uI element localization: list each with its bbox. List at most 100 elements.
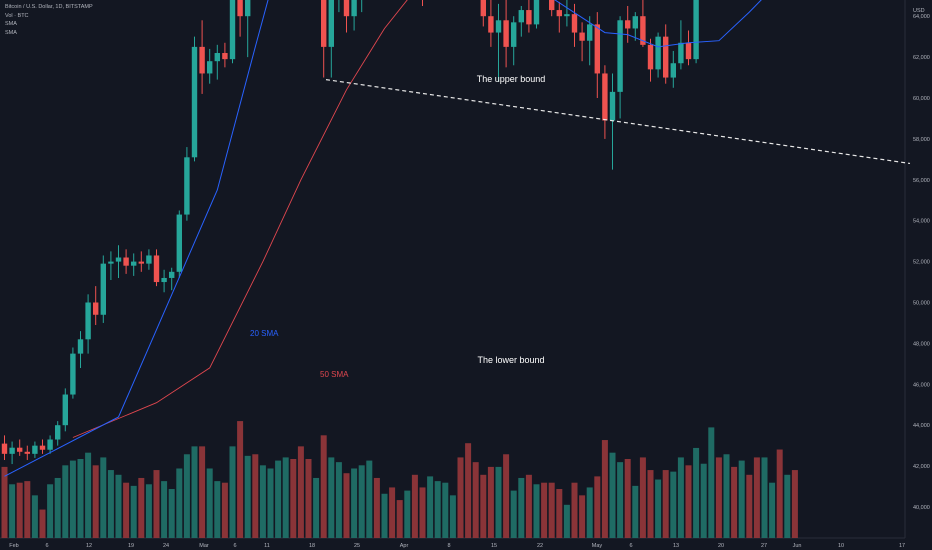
volume-bar — [480, 474, 487, 538]
candle-up — [518, 10, 524, 23]
sma20-legend[interactable]: SMA — [5, 21, 17, 27]
time-tick-label: 12 — [86, 543, 92, 549]
volume-bar — [275, 460, 282, 538]
price-tick-label: 46,000 — [913, 382, 930, 388]
candle-up — [693, 0, 699, 60]
price-tick-label: 44,000 — [913, 423, 930, 429]
volume-bar — [639, 457, 646, 538]
volume-bar — [411, 474, 418, 538]
candle-up — [587, 24, 593, 41]
price-tick-label: 60,000 — [913, 96, 930, 102]
upper-bound-label: The upper bound — [477, 74, 546, 84]
time-tick-label: Feb — [9, 543, 18, 549]
sma50-label: 50 SMA — [320, 370, 349, 379]
candle-up — [161, 277, 167, 283]
time-tick-label: 19 — [128, 543, 134, 549]
price-axis[interactable]: 40,000 42,000 44,000 46,000 48,000 50,000 52,0… — [913, 0, 930, 511]
volume-bar — [62, 465, 69, 538]
candle-up — [62, 394, 68, 426]
candle-down — [199, 46, 205, 74]
candle-down — [625, 20, 631, 29]
volume-bar — [685, 465, 692, 538]
volume-bar — [389, 487, 396, 538]
candle-up — [100, 263, 106, 315]
time-tick-label: 6 — [45, 543, 48, 549]
volume-bar — [366, 460, 373, 538]
candle-down — [123, 257, 129, 266]
candle-up — [47, 439, 53, 450]
candle-down — [647, 44, 654, 70]
candle-down — [93, 302, 99, 315]
candle-up — [533, 0, 540, 25]
volume-bars — [1, 421, 798, 538]
volume-bar — [518, 477, 525, 538]
volume-bar — [252, 454, 259, 538]
volume-bar — [761, 457, 768, 538]
volume-bar — [419, 487, 426, 538]
lower-bound-line[interactable] — [325, 79, 911, 165]
time-tick-label: May — [592, 543, 603, 549]
price-tick-label: 62,000 — [913, 55, 930, 61]
volume-bar — [123, 482, 130, 538]
candle-down — [480, 0, 486, 17]
volume-bar — [525, 474, 532, 538]
volume-bar — [100, 457, 107, 538]
candle-up — [511, 22, 517, 47]
volume-bar — [662, 470, 669, 538]
time-tick-label: 6 — [629, 543, 632, 549]
time-tick-label: 13 — [673, 543, 679, 549]
volume-bar — [442, 482, 449, 538]
candle-up — [655, 36, 661, 70]
sma50-legend[interactable]: SMA — [5, 29, 17, 36]
candle-up — [351, 0, 357, 17]
time-tick-label: 17 — [899, 543, 905, 549]
volume-bar — [548, 482, 555, 538]
sma50-line — [72, 0, 408, 438]
volume-bar — [305, 459, 312, 538]
volume-bar — [563, 504, 570, 538]
time-tick-label: 6 — [233, 543, 236, 549]
symbol-title[interactable]: Bitcoin / U.S. Dollar, 1D, BITSTAMP — [5, 4, 93, 10]
candle-down — [549, 0, 555, 11]
volume-bar — [77, 459, 84, 538]
volume-bar — [47, 484, 54, 538]
volume-bar — [579, 495, 586, 538]
time-tick-label: 27 — [761, 543, 767, 549]
volume-bar — [404, 490, 411, 538]
candle-up — [108, 261, 114, 264]
volume-legend[interactable]: Vol · BTC — [5, 12, 29, 19]
volume-bar — [487, 466, 494, 538]
volume-bar — [624, 459, 631, 538]
candle-up — [328, 0, 334, 47]
sma20-label: 20 SMA — [250, 329, 279, 338]
time-tick-label: 24 — [163, 543, 169, 549]
candle-down — [571, 14, 578, 33]
candle-down — [556, 10, 562, 17]
volume-bar — [753, 457, 760, 538]
time-tick-label: 20 — [718, 543, 724, 549]
volume-bar — [206, 468, 213, 538]
candle-down — [526, 10, 532, 25]
price-tick-label: 58,000 — [913, 137, 930, 143]
candle-down — [321, 0, 327, 47]
volume-bar — [153, 470, 160, 538]
volume-bar — [92, 465, 99, 538]
volume-bar — [244, 455, 251, 538]
volume-bar — [723, 454, 730, 538]
time-axis[interactable]: Feb 6 12 19 24 Mar 6 11 18 25 Apr 8 15 22 May 6 13 20 27 Ju… — [9, 543, 905, 549]
volume-bar — [731, 466, 738, 538]
volume-bar — [39, 509, 46, 538]
candle-up — [670, 63, 676, 78]
volume-bar — [297, 446, 304, 538]
price-tick-label: 56,000 — [913, 178, 930, 184]
currency-label: USD — [913, 8, 925, 14]
volume-bar — [465, 443, 472, 538]
candle-up — [146, 255, 152, 264]
volume-bar — [647, 470, 654, 538]
volume-bar — [594, 476, 601, 538]
volume-bar — [609, 452, 616, 538]
candle-up — [632, 16, 638, 29]
chart-legend: Bitcoin / U.S. Dollar, 1D, BITSTAMP Vol … — [5, 3, 93, 37]
time-tick-label: 8 — [447, 543, 450, 549]
